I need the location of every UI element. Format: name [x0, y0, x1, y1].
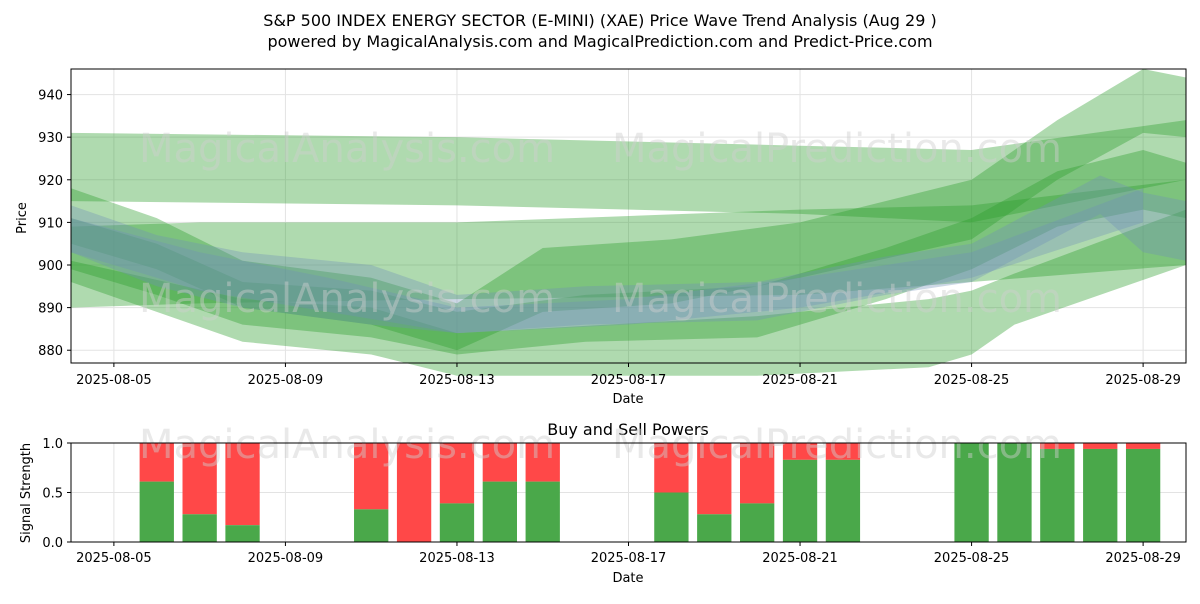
buy-bar: [740, 503, 775, 542]
price-ytick-label: 880: [38, 344, 63, 359]
sell-bar: [482, 443, 517, 482]
sell-bar: [825, 443, 861, 460]
price-chart-xlabel: Date: [612, 392, 643, 407]
price-ytick-label: 900: [38, 259, 63, 274]
figure-subtitle: powered by MagicalAnalysis.com and Magic…: [267, 32, 932, 51]
price-chart-watermarks: MagicalAnalysis.com MagicalPrediction.co…: [139, 126, 1062, 322]
sell-bar: [225, 443, 260, 526]
buy-bar: [1125, 448, 1161, 542]
price-wave-band-2: [71, 179, 1186, 308]
signal-chart-title: Buy and Sell Powers: [547, 420, 709, 439]
price-xtick-label: 2025-08-21: [762, 373, 838, 388]
signal-xtick-label: 2025-08-21: [762, 551, 838, 566]
buy-bar: [439, 503, 475, 542]
signal-xtick-label: 2025-08-29: [1105, 551, 1181, 566]
price-chart-grid: [71, 69, 1186, 363]
buy-bar: [482, 481, 517, 542]
buy-bar: [954, 443, 989, 542]
signal-ytick-label: 0.0: [42, 536, 63, 551]
buy-bar: [354, 509, 389, 542]
watermark-top-left: MagicalAnalysis.com: [139, 126, 555, 172]
sell-bar: [525, 443, 560, 482]
sell-bar: [396, 443, 432, 542]
price-ytick-label: 940: [38, 89, 63, 104]
price-wave-band-5: [71, 149, 1186, 355]
figure-title: S&P 500 INDEX ENERGY SECTOR (E-MINI) (XA…: [263, 11, 936, 30]
sell-bar: [697, 443, 732, 515]
buy-bar: [182, 514, 217, 542]
watermark-top-right: MagicalPrediction.com: [612, 126, 1062, 172]
sell-bar: [740, 443, 775, 504]
price-ytick-label: 930: [38, 131, 63, 146]
signal-chart-axes: 2025-08-05 2025-08-09 2025-08-13 2025-08-17…: [42, 437, 1187, 566]
watermark-bottom-left: MagicalAnalysis.com: [139, 422, 555, 468]
signal-xtick-label: 2025-08-05: [76, 551, 152, 566]
buy-bar: [1083, 448, 1118, 542]
sell-bar: [782, 443, 818, 460]
price-ytick-label: 920: [38, 174, 63, 189]
sell-bar: [1125, 443, 1161, 449]
signal-chart-ylabel: Signal Strength: [19, 443, 34, 543]
price-xtick-label: 2025-08-09: [248, 373, 324, 388]
price-chart-axes: 2025-08-05 2025-08-09 2025-08-13 2025-08-17…: [38, 68, 1187, 388]
price-xtick-label: 2025-08-05: [76, 373, 152, 388]
price-xtick-label: 2025-08-17: [591, 373, 667, 388]
buy-bar: [225, 525, 260, 542]
signal-xtick-label: 2025-08-13: [419, 551, 495, 566]
sell-bar: [654, 443, 689, 493]
price-wave-band-1: [71, 120, 1186, 223]
price-ytick-label: 890: [38, 302, 63, 317]
price-xtick-label: 2025-08-25: [934, 373, 1010, 388]
price-xtick-label: 2025-08-29: [1105, 373, 1181, 388]
watermark-bottom-right: MagicalPrediction.com: [612, 422, 1062, 468]
sell-bar: [354, 443, 389, 510]
watermark-mid-right: MagicalPrediction.com: [612, 276, 1062, 322]
buy-bar: [139, 481, 174, 542]
price-xtick-label: 2025-08-13: [419, 373, 495, 388]
sell-bar: [1083, 443, 1118, 449]
signal-chart-xlabel: Date: [612, 571, 643, 586]
signal-xtick-label: 2025-08-25: [934, 551, 1010, 566]
price-chart-frame: [70, 68, 1187, 364]
price-wave-band-4: [71, 69, 1186, 351]
sell-bar: [182, 443, 217, 515]
buy-bar: [782, 459, 818, 542]
sell-bar: [1040, 443, 1075, 449]
price-wave-band-6: [71, 175, 1186, 334]
signal-ytick-label: 1.0: [42, 437, 63, 452]
buy-bar: [825, 459, 861, 542]
price-ytick-label: 910: [38, 216, 63, 231]
price-chart-ylabel: Price: [15, 202, 30, 234]
sell-bar: [139, 443, 174, 482]
price-wave-bands: [71, 69, 1186, 376]
price-wave-band-7: [71, 188, 1144, 334]
signal-chart-watermarks: MagicalAnalysis.com MagicalPrediction.co…: [139, 422, 1062, 468]
buy-bar: [525, 481, 560, 542]
buy-bar: [997, 443, 1032, 542]
watermark-mid-left: MagicalAnalysis.com: [139, 276, 555, 322]
signal-chart-frame: [70, 442, 1187, 543]
price-wave-band-3: [71, 209, 1186, 376]
signal-ytick-label: 0.5: [42, 487, 63, 502]
buy-bar: [697, 514, 732, 542]
signal-bars: [139, 443, 1161, 542]
sell-bar: [439, 443, 475, 504]
signal-xtick-label: 2025-08-09: [248, 551, 324, 566]
buy-bar: [654, 492, 689, 542]
signal-xtick-label: 2025-08-17: [591, 551, 667, 566]
buy-bar: [1040, 448, 1075, 542]
